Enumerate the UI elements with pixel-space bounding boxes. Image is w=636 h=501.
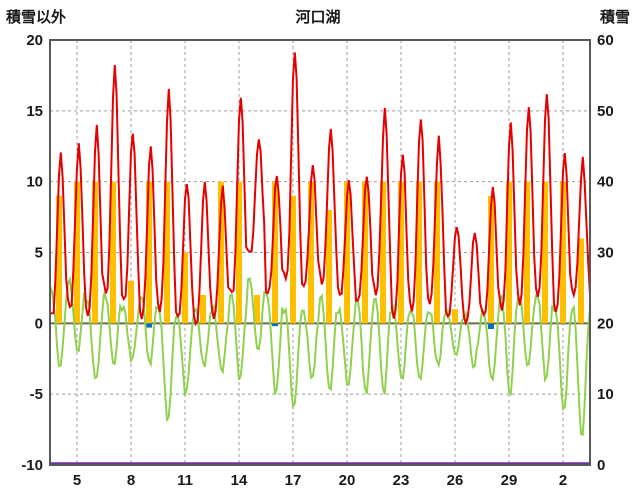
svg-text:15: 15 xyxy=(26,103,43,120)
svg-text:20: 20 xyxy=(597,315,614,332)
svg-text:26: 26 xyxy=(447,472,464,489)
svg-text:0: 0 xyxy=(35,315,43,332)
svg-text:60: 60 xyxy=(597,32,614,49)
svg-text:14: 14 xyxy=(231,472,248,489)
svg-text:11: 11 xyxy=(177,472,193,489)
svg-text:50: 50 xyxy=(597,103,614,120)
svg-text:23: 23 xyxy=(393,472,410,489)
svg-text:10: 10 xyxy=(597,386,614,403)
svg-text:-10: -10 xyxy=(21,457,43,474)
right-axis-title: 積雪 xyxy=(599,9,630,26)
svg-text:8: 8 xyxy=(127,472,135,489)
left-axis-title: 積雪以外 xyxy=(6,9,67,26)
svg-text:20: 20 xyxy=(339,472,356,489)
svg-text:40: 40 xyxy=(597,174,614,191)
svg-text:0: 0 xyxy=(597,457,605,474)
svg-text:30: 30 xyxy=(597,245,614,262)
svg-text:2: 2 xyxy=(559,472,567,489)
svg-text:29: 29 xyxy=(501,472,518,489)
svg-text:20: 20 xyxy=(26,32,43,49)
chart-title: 河口湖 xyxy=(295,9,341,26)
svg-text:5: 5 xyxy=(35,245,43,262)
svg-text:17: 17 xyxy=(285,472,302,489)
svg-text:5: 5 xyxy=(73,472,81,489)
svg-text:-5: -5 xyxy=(30,386,43,403)
svg-text:10: 10 xyxy=(26,174,43,191)
